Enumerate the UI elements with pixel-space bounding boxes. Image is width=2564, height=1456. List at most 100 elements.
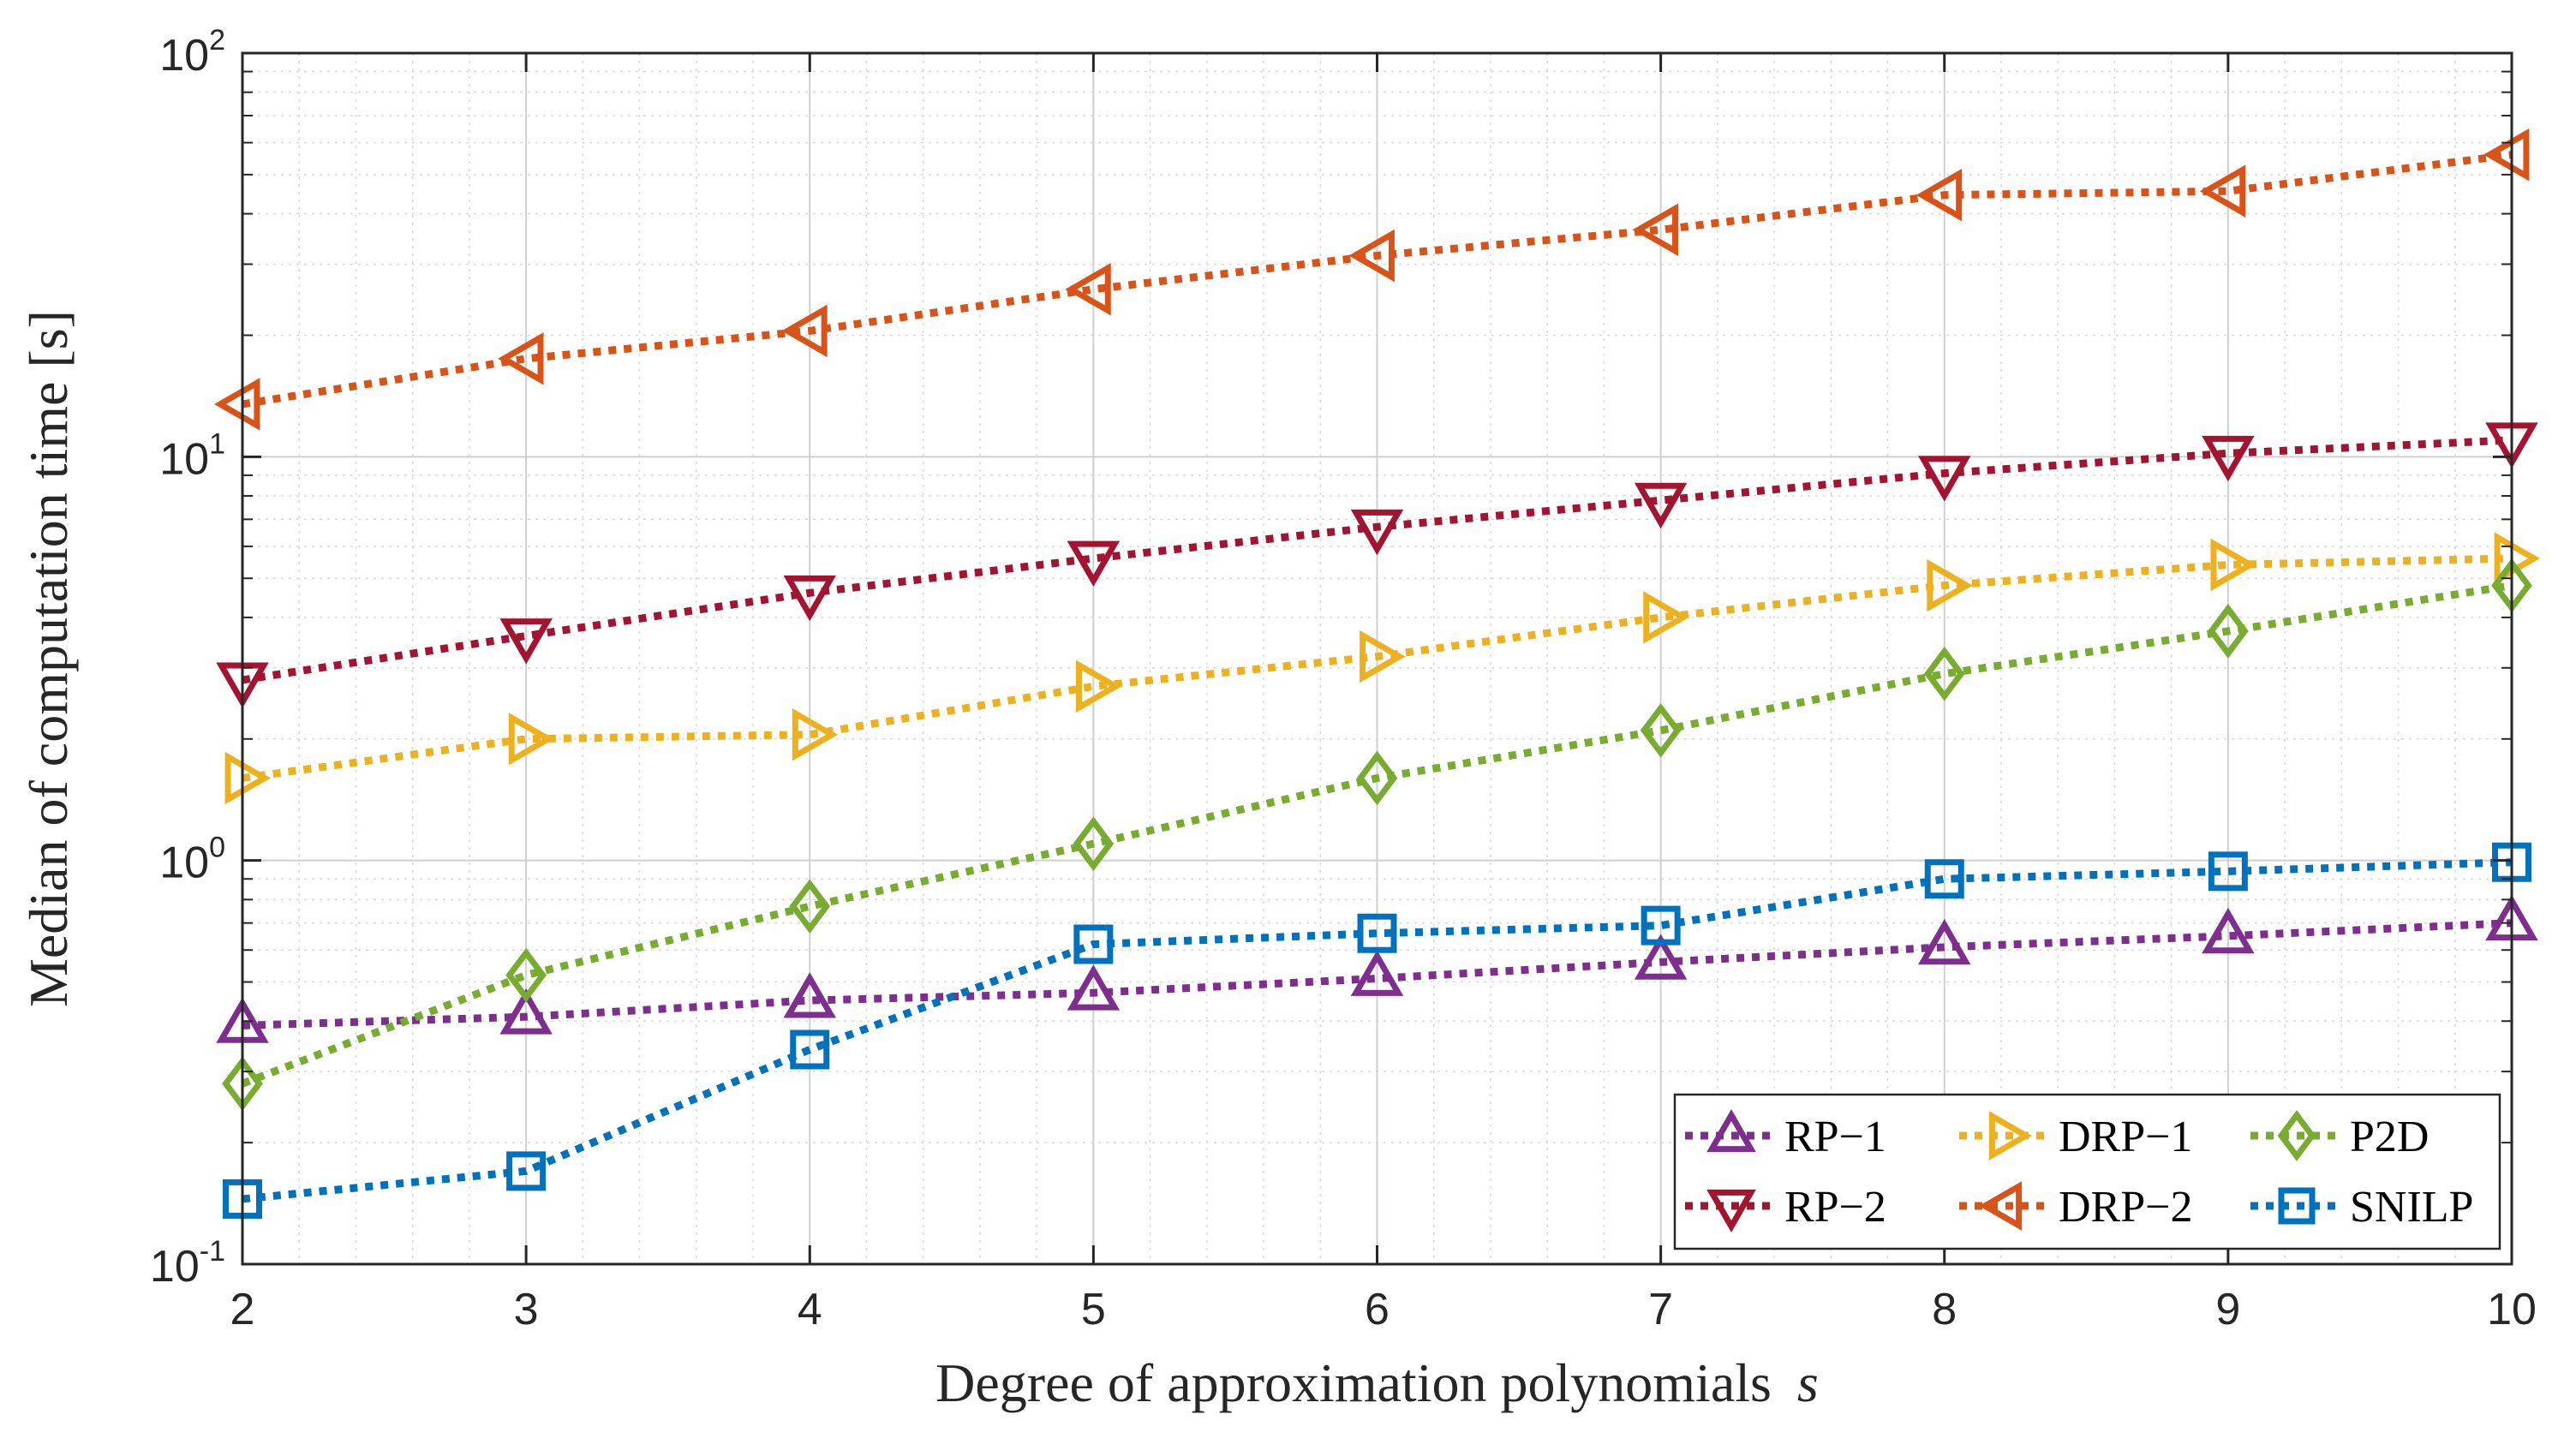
legend-label: SNILP bbox=[2350, 1183, 2473, 1232]
series-line-snilp bbox=[242, 858, 2513, 1203]
legend-item-snilp: SNILP bbox=[2250, 1183, 2473, 1232]
data-point-rp-2 bbox=[1917, 456, 1971, 502]
data-point-snilp bbox=[1357, 913, 1397, 953]
data-point-drp-2 bbox=[2199, 164, 2246, 218]
y-tick-base: 10 bbox=[159, 31, 209, 81]
x-axis-label-variable: s bbox=[1797, 1352, 1819, 1413]
x-tick-label: 5 bbox=[1081, 1285, 1106, 1334]
data-point-p2d bbox=[505, 947, 547, 1003]
y-tick-label: 102 bbox=[159, 24, 225, 81]
data-point-rp-2 bbox=[499, 618, 553, 665]
data-point-drp-1 bbox=[1643, 591, 1689, 644]
data-point-rp-1 bbox=[1350, 950, 1404, 996]
data-point-drp-1 bbox=[508, 713, 555, 766]
data-point-rp-1 bbox=[1067, 964, 1121, 1011]
data-point-drp-1 bbox=[2210, 538, 2256, 592]
legend-label: RP−1 bbox=[1784, 1113, 1886, 1161]
legend: RP−1 DRP−1 P2D RP−2 DRP−2 SNILP bbox=[1673, 1093, 2501, 1250]
data-point-snilp bbox=[790, 1029, 830, 1070]
legend-swatch-marker bbox=[1706, 1108, 1756, 1153]
series-layer bbox=[213, 128, 2541, 1219]
legend-label: P2D bbox=[2350, 1113, 2429, 1161]
y-tick-base: 10 bbox=[159, 434, 209, 484]
y-tick-exponent: 1 bbox=[209, 427, 225, 460]
data-point-drp-1 bbox=[1927, 558, 1973, 612]
legend-item-rp-1: RP−1 bbox=[1685, 1108, 1886, 1161]
y-tick-exponent: -1 bbox=[200, 1235, 225, 1268]
data-point-drp-1 bbox=[1075, 659, 1122, 713]
x-tick-label: 4 bbox=[798, 1285, 822, 1334]
series-line-rp-2 bbox=[242, 436, 2513, 684]
data-point-drp-2 bbox=[1348, 229, 1395, 283]
data-point-p2d bbox=[2208, 604, 2249, 659]
y-tick-label: 10-1 bbox=[150, 1235, 225, 1292]
y-tick-exponent: 0 bbox=[209, 832, 225, 864]
data-point-p2d bbox=[789, 879, 831, 934]
data-point-drp-2 bbox=[213, 378, 260, 431]
data-point-drp-1 bbox=[224, 751, 272, 805]
x-tick-label: 3 bbox=[514, 1285, 539, 1334]
data-point-p2d bbox=[1923, 646, 1965, 701]
legend-swatch-marker bbox=[2278, 1187, 2316, 1225]
series-p2d bbox=[222, 558, 2532, 1112]
data-point-drp-2 bbox=[1065, 262, 1111, 316]
data-point-drp-1 bbox=[1360, 630, 1406, 683]
legend-item-rp-2: RP−2 bbox=[1685, 1183, 1886, 1233]
legend-label: DRP−2 bbox=[2059, 1183, 2192, 1232]
data-point-rp-1 bbox=[1634, 934, 1688, 980]
x-tick-label: 7 bbox=[1648, 1285, 1673, 1334]
x-tick-label: 8 bbox=[1932, 1285, 1957, 1334]
legend-items: RP−1 DRP−1 P2D RP−2 DRP−2 SNILP bbox=[1685, 1108, 2473, 1233]
data-point-snilp bbox=[2208, 851, 2248, 892]
legend-swatch-marker bbox=[2277, 1110, 2316, 1161]
legend-swatch-marker bbox=[1706, 1189, 1756, 1233]
legend-item-drp-2: DRP−2 bbox=[1959, 1181, 2192, 1232]
data-point-rp-2 bbox=[783, 575, 837, 622]
series-line-drp-2 bbox=[242, 151, 2513, 409]
data-point-p2d bbox=[1356, 750, 1398, 806]
data-point-p2d bbox=[1640, 702, 1682, 758]
x-axis-label: Degree of approximation polynomials s bbox=[935, 1352, 1819, 1413]
x-tick-label: 6 bbox=[1365, 1285, 1390, 1334]
data-point-snilp bbox=[1073, 924, 1114, 964]
y-tick-base: 10 bbox=[150, 1242, 200, 1292]
data-point-snilp bbox=[1924, 859, 1964, 899]
y-tick-base: 10 bbox=[159, 838, 209, 888]
x-tick-label: 2 bbox=[230, 1285, 255, 1334]
series-line-p2d bbox=[241, 582, 2513, 1088]
y-tick-exponent: 2 bbox=[209, 24, 225, 57]
data-point-snilp bbox=[506, 1151, 547, 1191]
legend-swatch-marker bbox=[1988, 1111, 2033, 1161]
data-point-rp-1 bbox=[2202, 907, 2255, 954]
series-drp-1 bbox=[224, 532, 2541, 805]
data-point-rp-1 bbox=[1917, 918, 1971, 965]
data-point-drp-1 bbox=[792, 707, 839, 761]
series-drp-2 bbox=[213, 128, 2530, 431]
data-point-rp-2 bbox=[1067, 540, 1121, 588]
x-tick-labels: 2 3 4 5 6 7 8 9 10 bbox=[230, 1285, 2537, 1334]
legend-item-drp-1: DRP−1 bbox=[1959, 1111, 2192, 1161]
data-point-rp-2 bbox=[2202, 435, 2255, 482]
data-point-rp-2 bbox=[1350, 509, 1404, 556]
data-point-drp-2 bbox=[2483, 128, 2530, 182]
legend-swatch-marker bbox=[1978, 1181, 2023, 1231]
legend-box bbox=[1673, 1093, 2501, 1250]
data-point-drp-2 bbox=[1916, 168, 1963, 222]
data-point-rp-2 bbox=[1634, 482, 1688, 529]
x-tick-label: 9 bbox=[2215, 1285, 2240, 1334]
data-point-rp-1 bbox=[499, 988, 553, 1035]
x-tick-label: 10 bbox=[2487, 1285, 2537, 1334]
legend-label: DRP−1 bbox=[2059, 1113, 2192, 1161]
x-axis-label-text: Degree of approximation polynomials bbox=[935, 1352, 1772, 1413]
y-axis-label: Median of computation time [s] bbox=[18, 310, 79, 1007]
data-point-rp-1 bbox=[783, 972, 837, 1018]
data-point-drp-2 bbox=[781, 304, 828, 358]
data-point-drp-2 bbox=[498, 332, 544, 385]
data-point-p2d bbox=[1073, 816, 1115, 871]
data-point-snilp bbox=[1641, 905, 1681, 946]
series-line-drp-1 bbox=[242, 554, 2513, 782]
y-tick-label: 100 bbox=[159, 832, 225, 888]
legend-item-p2d: P2D bbox=[2250, 1110, 2429, 1161]
